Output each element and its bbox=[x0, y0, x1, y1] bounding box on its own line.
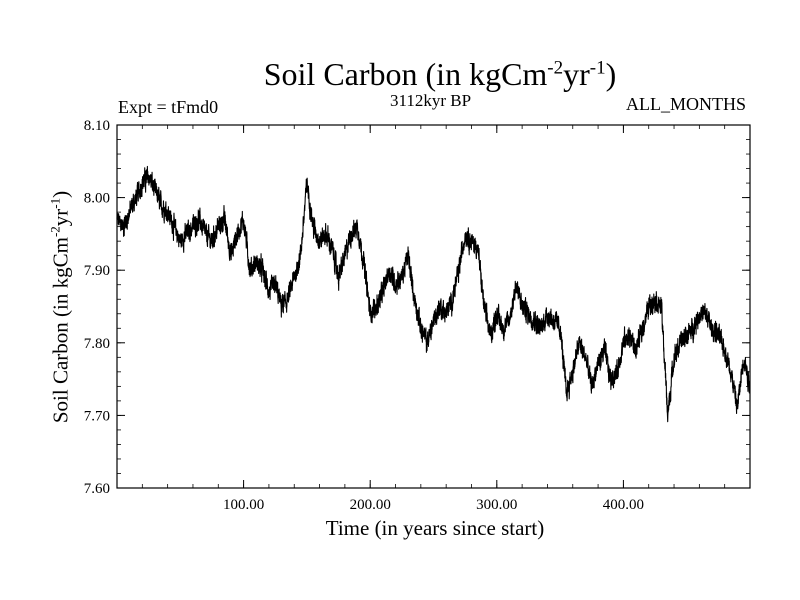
expt-label: Expt = tFmd0 bbox=[118, 97, 219, 117]
ticks-layer: 7.60 7.70 7.80 7.90 8.00 8.10 100.00 200.00 300.… bbox=[84, 118, 751, 513]
series-line-0 bbox=[116, 165, 751, 423]
x-tick-label-2: 300.00 bbox=[476, 497, 517, 513]
x-tick-label-0: 100.00 bbox=[223, 497, 264, 513]
months-label: ALL_MONTHS bbox=[626, 94, 746, 114]
x-axis-label: Time (in years since start) bbox=[325, 516, 545, 540]
y-tick-label-2: 7.80 bbox=[84, 336, 110, 352]
title-sup-1: -2 bbox=[547, 57, 564, 79]
title-text: Soil Carbon (in kgCm bbox=[263, 56, 548, 92]
y-tick-label-3: 7.90 bbox=[84, 263, 110, 279]
x-tick-label-3: 400.00 bbox=[603, 497, 644, 513]
x-tick-label-1: 200.00 bbox=[350, 497, 391, 513]
y-tick-label-1: 7.70 bbox=[84, 408, 110, 424]
period-label: 3112kyr BP bbox=[390, 91, 472, 110]
y-tick-label-5: 8.10 bbox=[84, 118, 110, 134]
title-sup-2: -1 bbox=[589, 57, 606, 79]
title-text-end: ) bbox=[605, 56, 617, 92]
plot-frame bbox=[116, 124, 751, 489]
title-text-mid: yr bbox=[563, 56, 590, 92]
chart-title: Soil Carbon (in kgCm-2yr-1) bbox=[0, 56, 800, 93]
series-layer bbox=[116, 165, 751, 423]
y-tick-label-4: 8.00 bbox=[84, 191, 110, 207]
y-tick-label-0: 7.60 bbox=[84, 481, 110, 497]
